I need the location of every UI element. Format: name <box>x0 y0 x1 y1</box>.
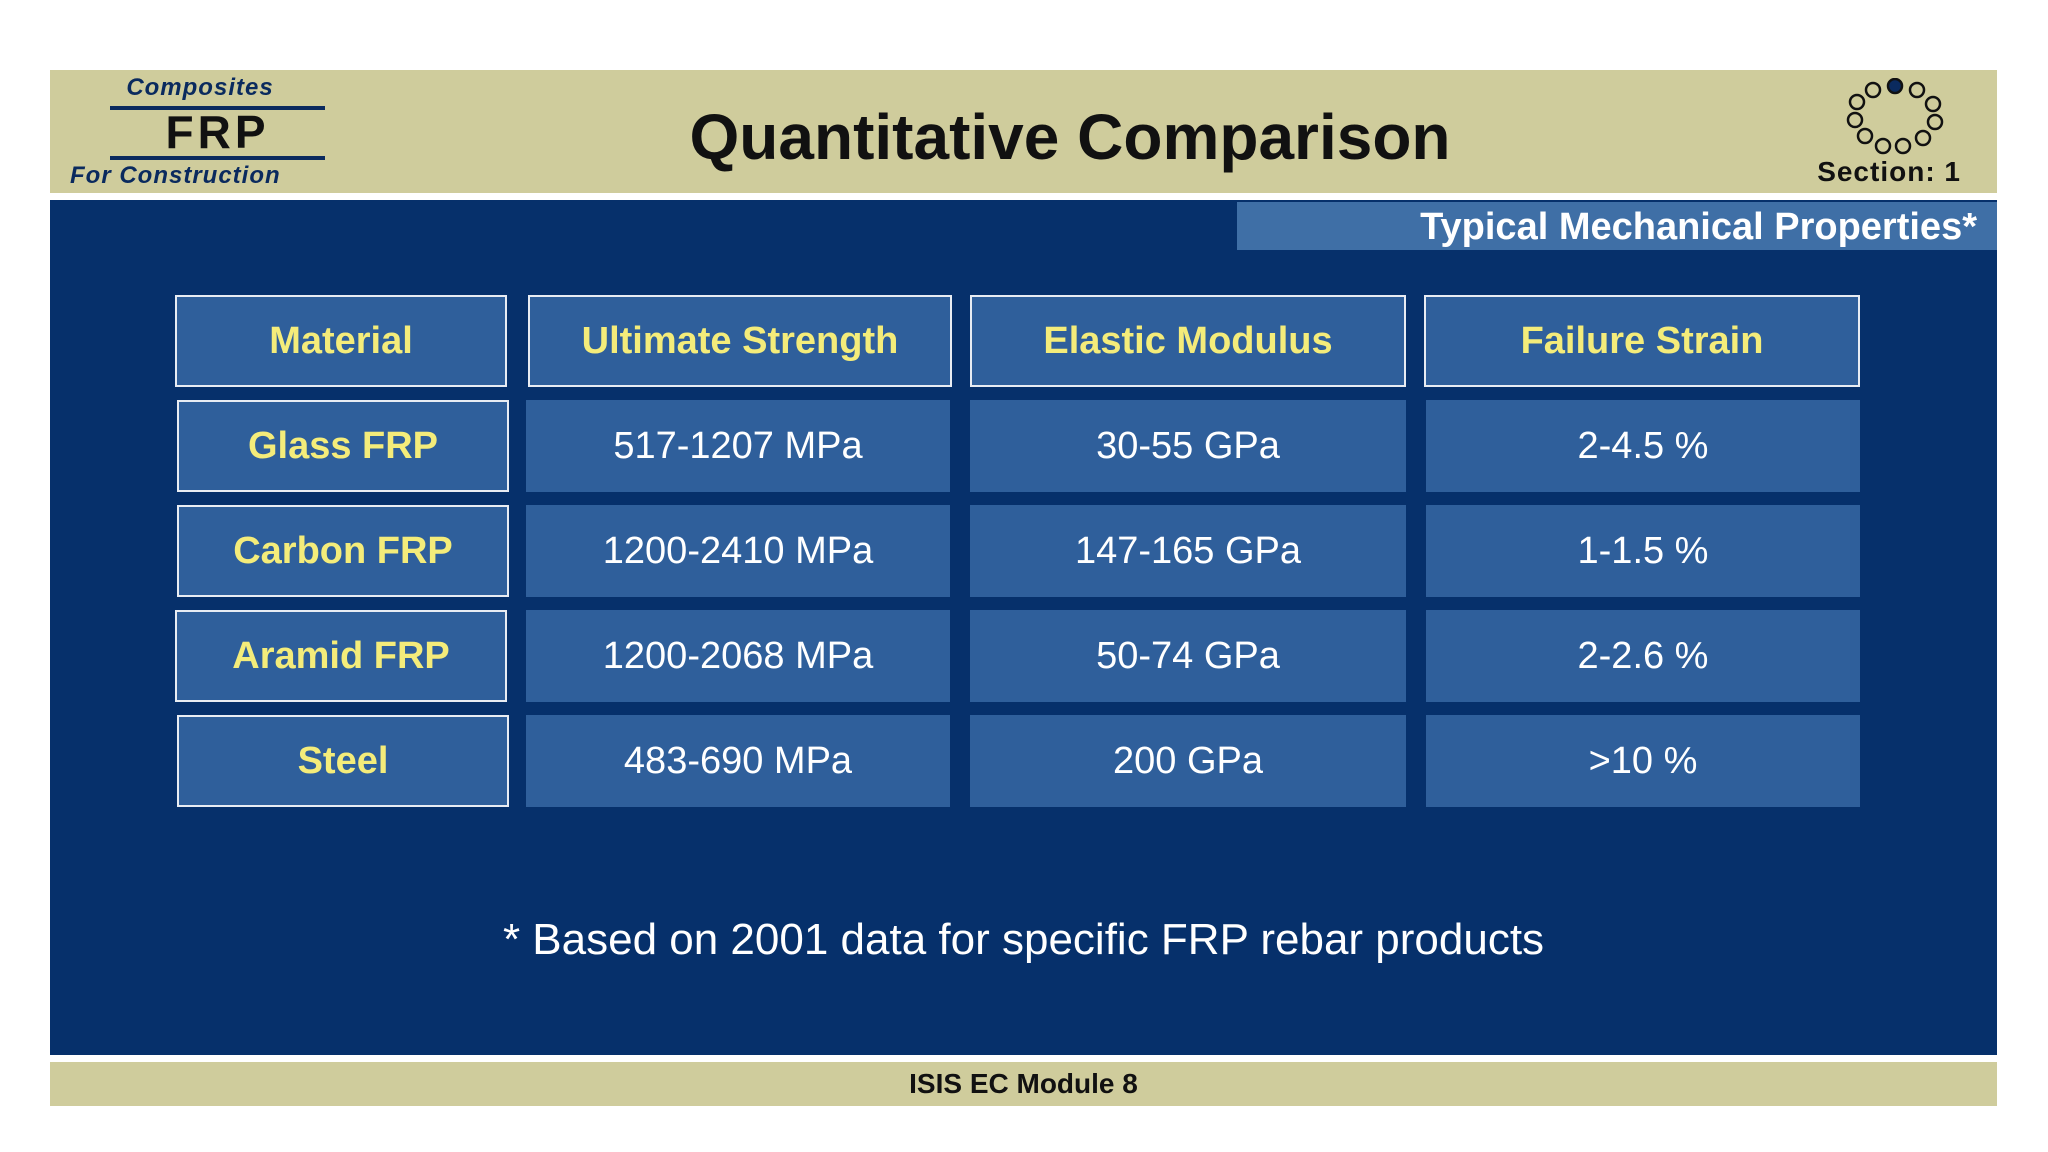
header-band: Composites FRP For Construction Quantita… <box>50 70 1997 193</box>
logo-bottom-text: For Construction <box>70 162 281 189</box>
row-header-carbon-frp: Carbon FRP <box>177 505 509 597</box>
column-header-material: Material <box>175 295 507 387</box>
column-header-elastic-modulus: Elastic Modulus <box>970 295 1406 387</box>
subtitle: Typical Mechanical Properties* <box>1420 206 1977 248</box>
row-header-glass-frp: Glass FRP <box>177 400 509 492</box>
footer-text: ISIS EC Module 8 <box>909 1068 1138 1099</box>
logo-rule-top <box>110 106 325 110</box>
table-cell: 483-690 MPa <box>526 715 950 807</box>
column-header-ultimate-strength: Ultimate Strength <box>528 295 952 387</box>
frp-logo: Composites FRP For Construction <box>70 74 330 192</box>
row-header-steel: Steel <box>177 715 509 807</box>
table-cell: >10 % <box>1426 715 1860 807</box>
table-cell: 517-1207 MPa <box>526 400 950 492</box>
column-header-failure-strain: Failure Strain <box>1424 295 1860 387</box>
table-cell: 200 GPa <box>970 715 1406 807</box>
logo-top-text: Composites <box>126 74 274 101</box>
ring-of-circles-icon <box>1846 78 1944 155</box>
table-cell: 1200-2410 MPa <box>526 505 950 597</box>
section-label: Section: 1 <box>1817 156 1961 187</box>
logo-rule-bottom <box>110 156 325 160</box>
table-cell: 1200-2068 MPa <box>526 610 950 702</box>
logo-main-text: FRP <box>165 106 270 158</box>
table-cell: 1-1.5 % <box>1426 505 1860 597</box>
table-cell: 2-2.6 % <box>1426 610 1860 702</box>
table-cell: 30-55 GPa <box>970 400 1406 492</box>
table-cell: 147-165 GPa <box>970 505 1406 597</box>
footnote: * Based on 2001 data for specific FRP re… <box>502 915 1545 964</box>
footer-band: ISIS EC Module 8 <box>50 1062 1997 1106</box>
page-title: Quantitative Comparison <box>689 101 1451 173</box>
content-panel: Typical Mechanical Properties* Material … <box>50 200 1997 1055</box>
table-cell: 50-74 GPa <box>970 610 1406 702</box>
table-cell: 2-4.5 % <box>1426 400 1860 492</box>
subtitle-bar: Typical Mechanical Properties* <box>1237 202 1997 250</box>
row-header-aramid-frp: Aramid FRP <box>175 610 507 702</box>
